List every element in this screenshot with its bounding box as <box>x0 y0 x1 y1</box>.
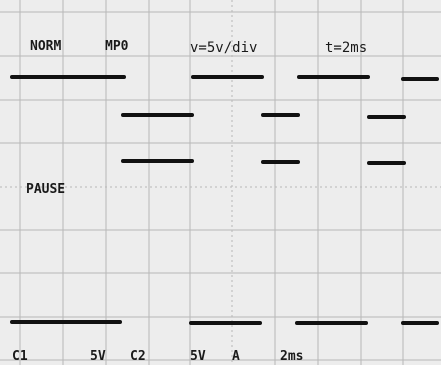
status-label: PAUSE <box>26 182 65 197</box>
ch1-label: C1 <box>12 349 28 364</box>
ch2-label: C2 <box>130 349 146 364</box>
ch2-scale: 5V <box>190 349 206 364</box>
oscilloscope-screen: NORM MP0 v=5v/div t=2ms PAUSE C1 5V C2 5… <box>0 0 441 365</box>
mode-label: NORM <box>30 39 61 54</box>
volts-per-div: v=5v/div <box>190 40 257 56</box>
trigger-label: A <box>232 349 240 364</box>
time-per-div: t=2ms <box>325 40 367 56</box>
timebase-label: 2ms <box>280 349 303 364</box>
memory-label: MP0 <box>105 39 129 54</box>
ch1-scale: 5V <box>90 349 106 364</box>
